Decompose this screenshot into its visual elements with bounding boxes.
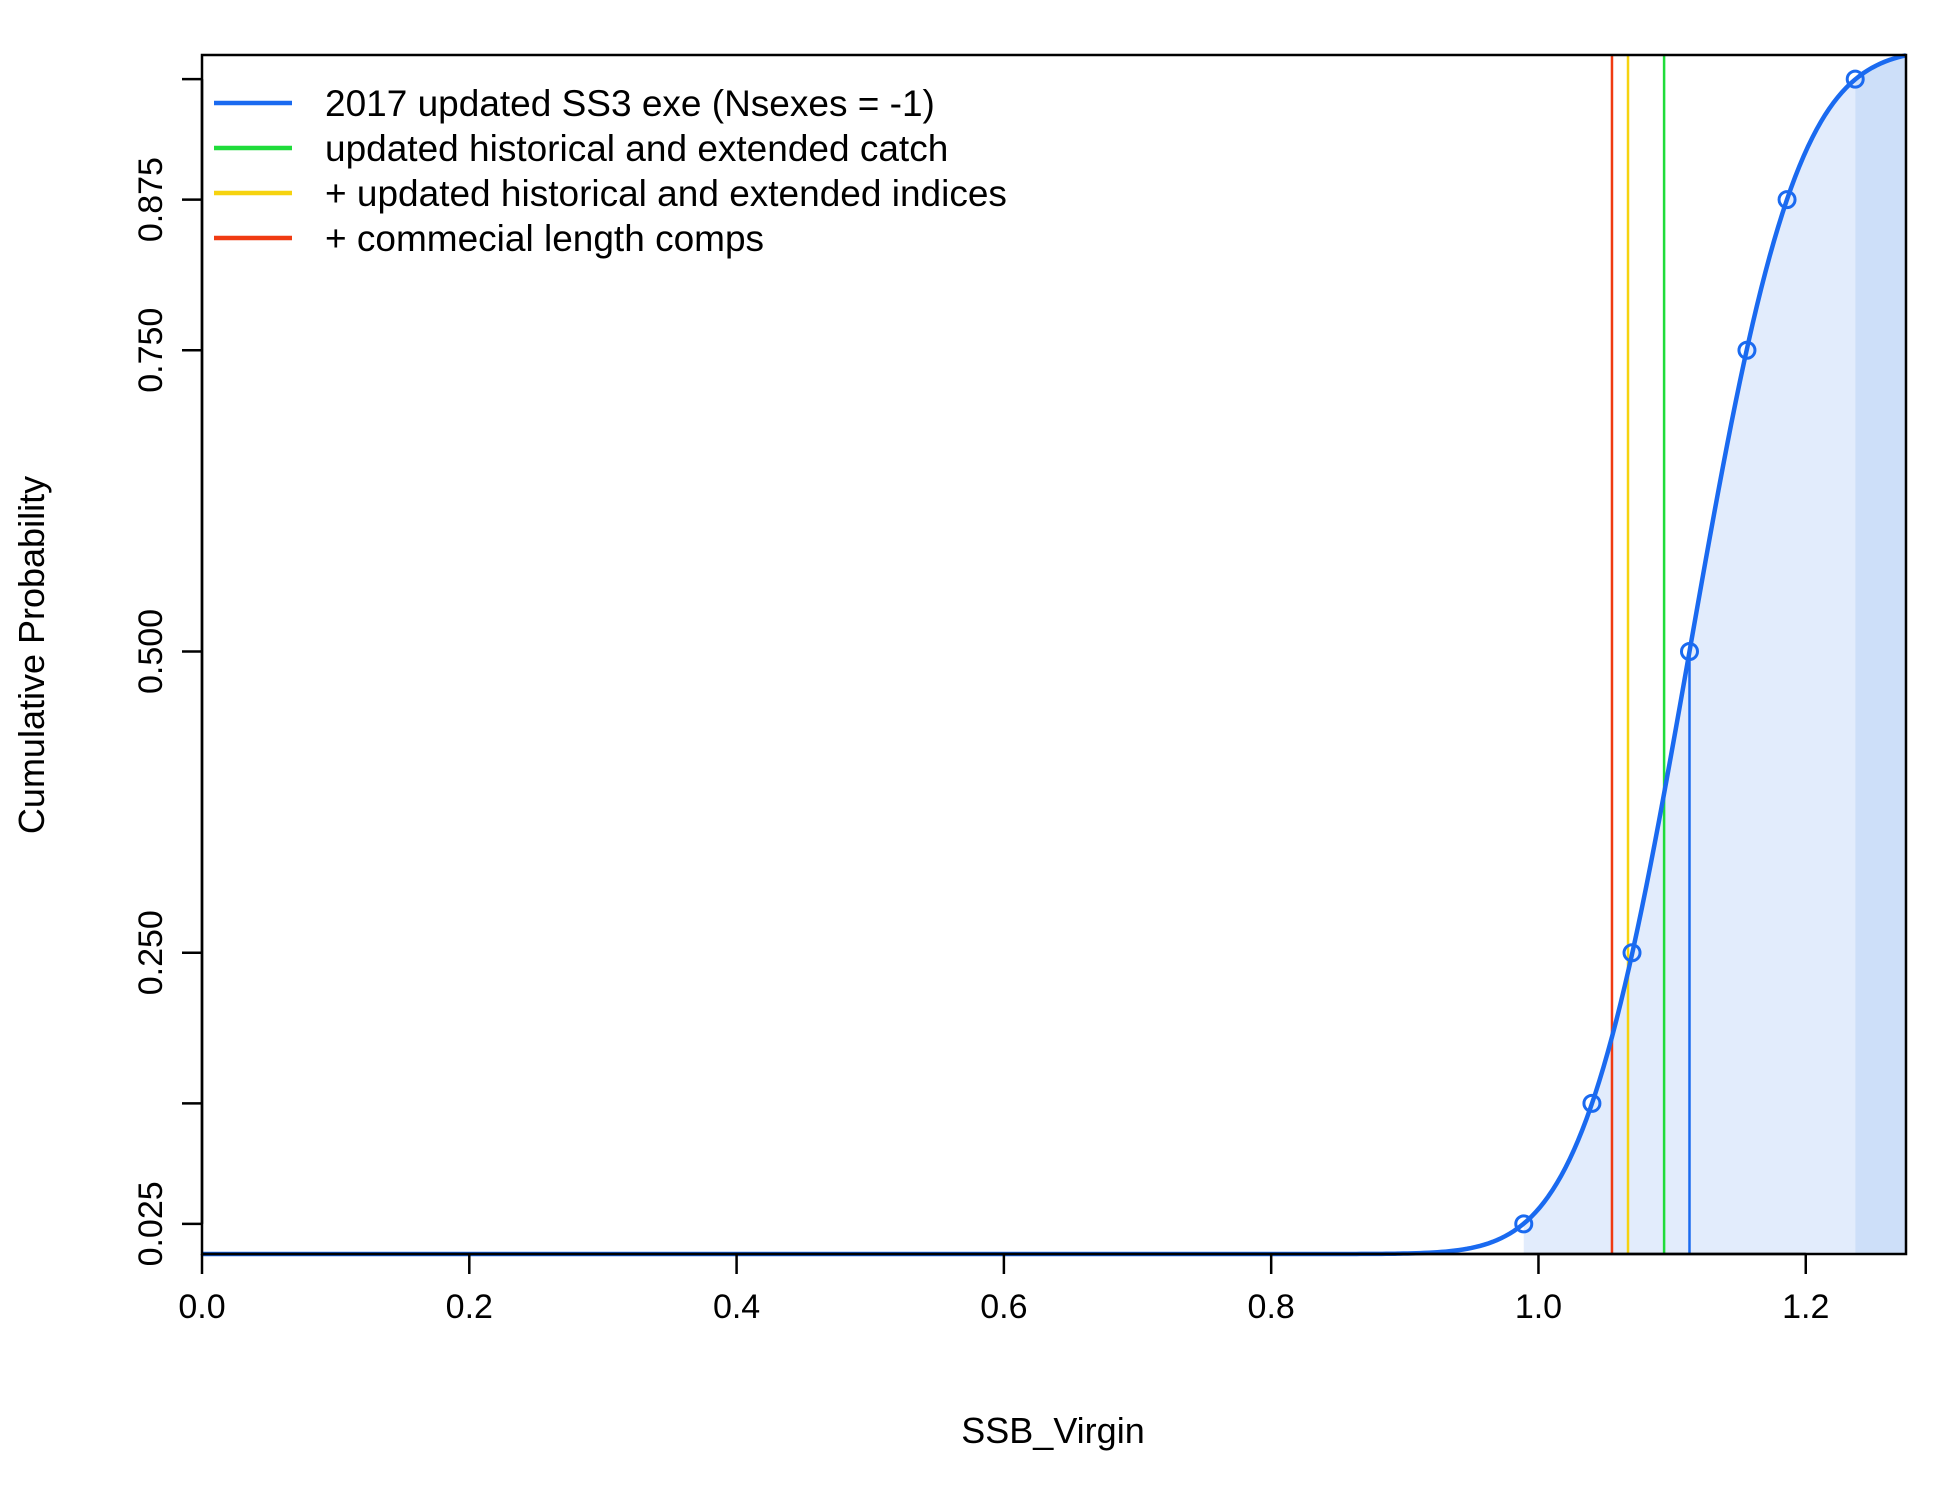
- quantile-point-5: [1777, 190, 1797, 210]
- legend: 2017 updated SS3 exe (Nsexes = -1)update…: [214, 83, 1007, 259]
- y-tick-label-2: 0.500: [132, 609, 170, 694]
- upper-tail-shade: [1855, 55, 1906, 1254]
- x-tick-label-5: 1.0: [1515, 1288, 1562, 1326]
- y-axis-title: Cumulative Probability: [11, 476, 52, 834]
- y-tick-label-0: 0.025: [132, 1181, 170, 1266]
- quantile-point-1: [1582, 1093, 1602, 1113]
- y-tick-label-3: 0.750: [132, 308, 170, 393]
- quantile-point-2: [1622, 943, 1642, 963]
- x-axis-title: SSB_Virgin: [961, 1410, 1144, 1451]
- quantile-point-0: [1514, 1214, 1534, 1234]
- quantile-points: [1514, 69, 1865, 1234]
- y-tick-label-4: 0.875: [132, 157, 170, 242]
- legend-label-2: + updated historical and extended indice…: [325, 173, 1007, 214]
- x-tick-label-2: 0.4: [713, 1288, 760, 1326]
- x-tick-label-4: 0.8: [1248, 1288, 1295, 1326]
- quantile-point-3: [1679, 641, 1699, 661]
- legend-label-3: + commecial length comps: [325, 218, 764, 259]
- legend-label-1: updated historical and extended catch: [325, 128, 948, 169]
- x-tick-label-0: 0.0: [178, 1288, 225, 1326]
- quantile-point-4: [1737, 340, 1757, 360]
- y-tick-label-1: 0.250: [132, 910, 170, 995]
- shaded-intervals: [1523, 55, 1906, 1254]
- x-tick-label-3: 0.6: [980, 1288, 1027, 1326]
- legend-label-0: 2017 updated SS3 exe (Nsexes = -1): [325, 83, 935, 124]
- y-axis: 0.025 0.250 0.500 0.750 0.875: [132, 77, 204, 1266]
- x-tick-label-1: 0.2: [446, 1288, 493, 1326]
- x-axis: 0.0 0.2 0.4 0.6 0.8 1.0 1.2: [178, 1252, 1829, 1326]
- reference-lines: [1610, 55, 1691, 1254]
- quantile-point-6: [1845, 69, 1865, 89]
- x-tick-label-6: 1.2: [1782, 1288, 1829, 1326]
